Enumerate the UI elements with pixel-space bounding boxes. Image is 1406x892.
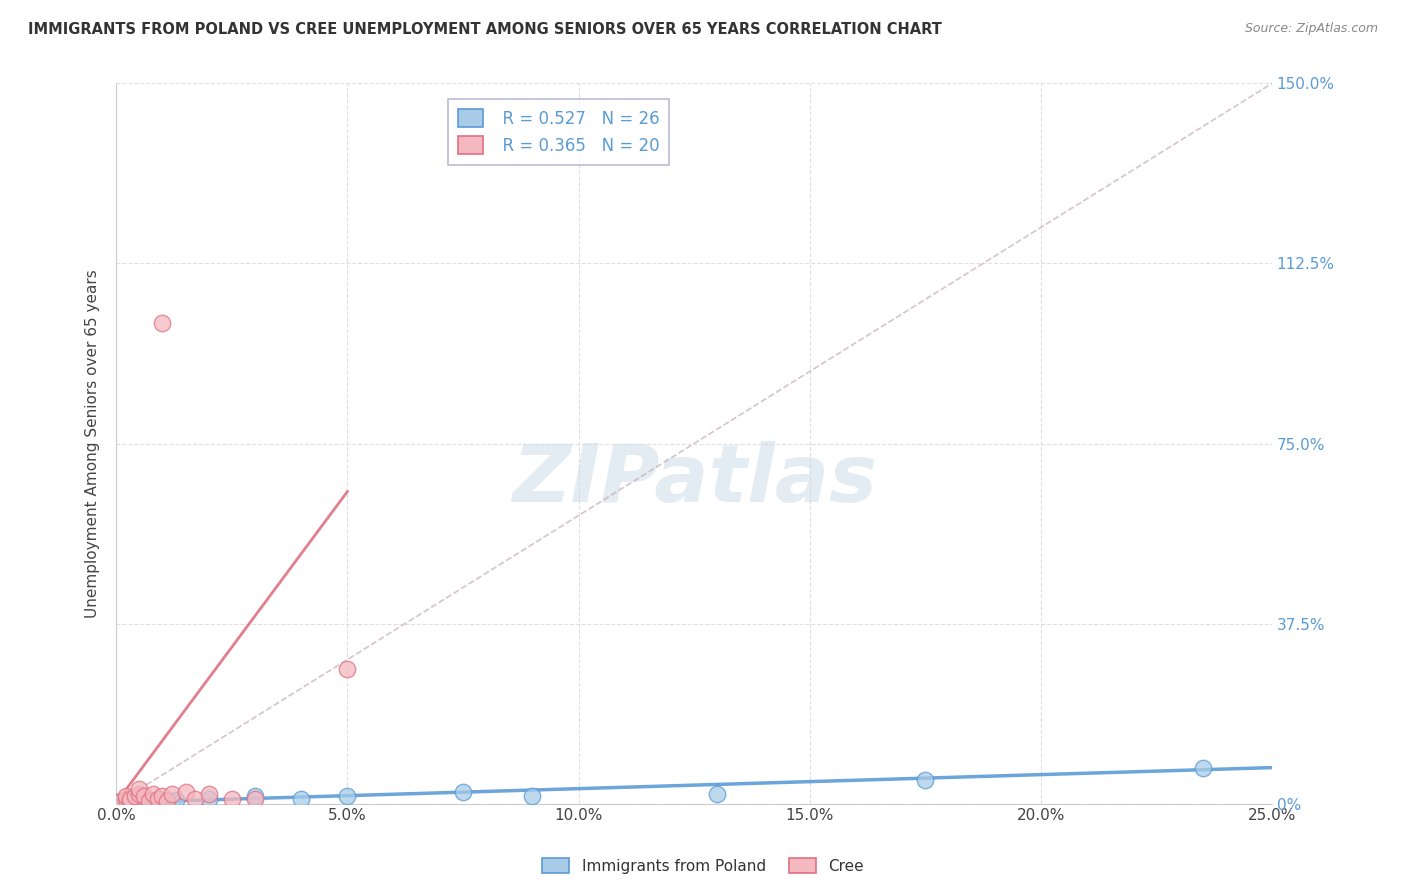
Point <box>197 787 219 801</box>
Point <box>120 794 142 808</box>
Point <box>221 792 243 806</box>
Point <box>114 794 136 808</box>
Point <box>132 789 155 804</box>
Point <box>152 317 174 331</box>
Legend:   R = 0.527   N = 26,   R = 0.365   N = 20: R = 0.527 N = 26, R = 0.365 N = 20 <box>449 99 669 165</box>
Point <box>336 789 359 804</box>
Point <box>146 792 169 806</box>
Point <box>706 787 728 801</box>
Point <box>451 784 474 798</box>
Point <box>128 787 150 801</box>
Point <box>336 662 359 676</box>
Point <box>152 793 174 807</box>
Point <box>128 782 150 797</box>
Point <box>160 794 183 808</box>
Point <box>165 793 187 807</box>
Point <box>156 794 179 808</box>
Point <box>138 793 160 807</box>
Point <box>914 772 936 787</box>
Point <box>124 794 146 808</box>
Point <box>142 787 165 801</box>
Text: ZIPatlas: ZIPatlas <box>512 441 876 518</box>
Point <box>146 794 169 808</box>
Point <box>128 794 150 808</box>
Point <box>156 794 179 808</box>
Point <box>110 794 132 808</box>
Point <box>120 793 142 807</box>
Point <box>184 792 207 806</box>
Point <box>132 794 155 808</box>
Point <box>138 794 160 808</box>
Text: Source: ZipAtlas.com: Source: ZipAtlas.com <box>1244 22 1378 36</box>
Point <box>243 792 266 806</box>
Point <box>114 792 136 806</box>
Point <box>290 792 312 806</box>
Point <box>120 794 142 808</box>
Point <box>243 789 266 804</box>
Point <box>114 789 136 804</box>
Y-axis label: Unemployment Among Seniors over 65 years: Unemployment Among Seniors over 65 years <box>86 269 100 618</box>
Point <box>142 794 165 808</box>
Legend: Immigrants from Poland, Cree: Immigrants from Poland, Cree <box>536 852 870 880</box>
Point <box>160 787 183 801</box>
Point <box>138 794 160 808</box>
Point <box>174 784 197 798</box>
Point <box>152 789 174 804</box>
Point <box>128 793 150 807</box>
Point <box>124 789 146 804</box>
Point <box>110 794 132 808</box>
Point <box>1191 761 1213 775</box>
Point <box>120 792 142 806</box>
Text: IMMIGRANTS FROM POLAND VS CREE UNEMPLOYMENT AMONG SENIORS OVER 65 YEARS CORRELAT: IMMIGRANTS FROM POLAND VS CREE UNEMPLOYM… <box>28 22 942 37</box>
Point <box>152 794 174 808</box>
Point <box>197 792 219 806</box>
Point <box>522 789 544 804</box>
